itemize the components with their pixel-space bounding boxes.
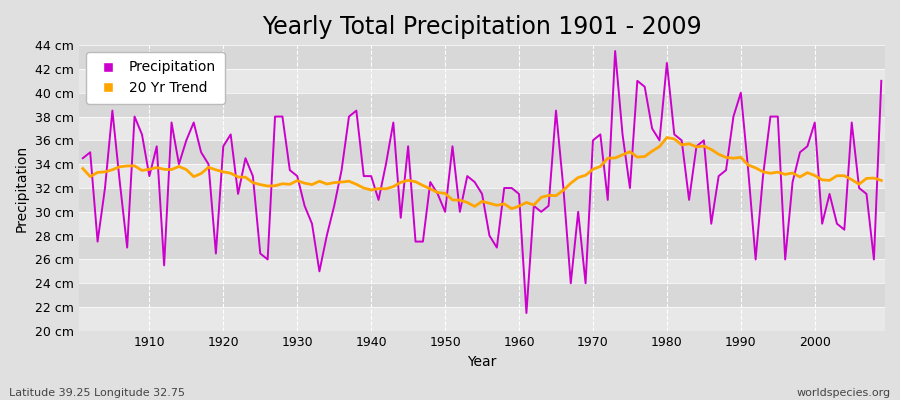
Bar (79, 116, 885, 140)
Bar (79, 93, 885, 116)
X-axis label: Year: Year (467, 355, 497, 369)
Bar (79, 164, 885, 188)
Bar (79, 236, 885, 260)
Bar (79, 69, 885, 93)
Bar (79, 188, 885, 212)
Y-axis label: Precipitation: Precipitation (15, 144, 29, 232)
Bar (79, 260, 885, 283)
Text: worldspecies.org: worldspecies.org (796, 388, 891, 398)
Bar (79, 45, 885, 69)
Text: Latitude 39.25 Longitude 32.75: Latitude 39.25 Longitude 32.75 (9, 388, 185, 398)
Title: Yearly Total Precipitation 1901 - 2009: Yearly Total Precipitation 1901 - 2009 (262, 15, 702, 39)
Legend: Precipitation, 20 Yr Trend: Precipitation, 20 Yr Trend (86, 52, 225, 104)
Bar (79, 140, 885, 164)
Bar (79, 283, 885, 307)
Bar (79, 212, 885, 236)
Bar (79, 307, 885, 331)
